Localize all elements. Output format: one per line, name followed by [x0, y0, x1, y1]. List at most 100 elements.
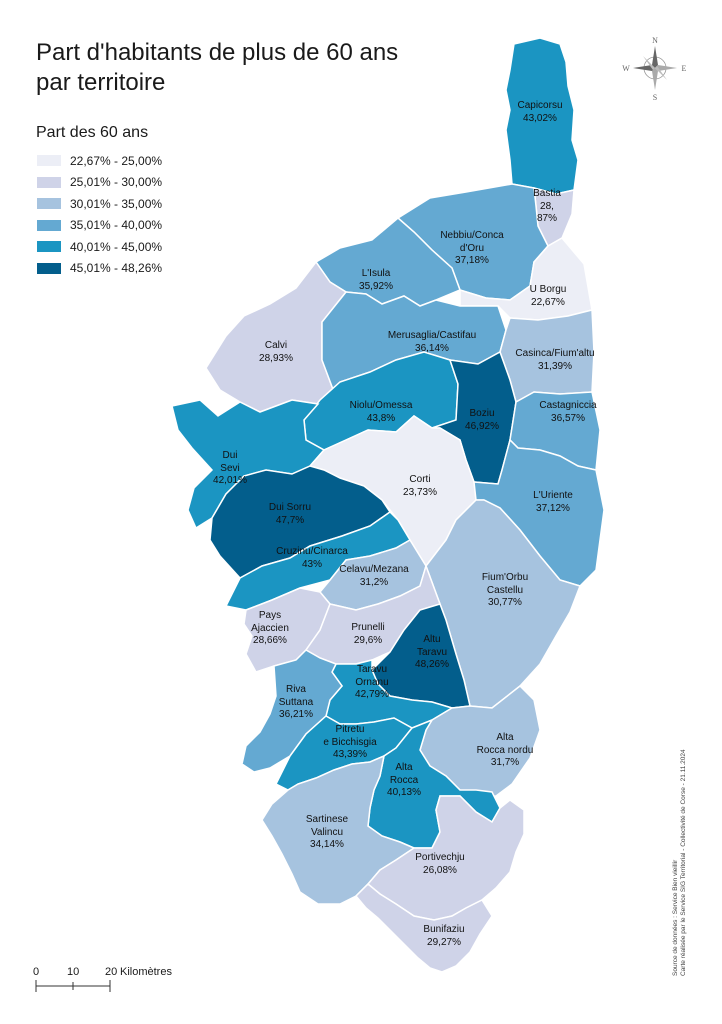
source-line1: Source de données : Service Bien vieilli…: [672, 859, 679, 976]
territory-name: Capicorsu: [517, 100, 563, 111]
territory-value: 29,27%: [427, 936, 461, 948]
territory-value: 40,13%: [387, 787, 421, 798]
territory-name: Dui Sorru: [268, 502, 312, 513]
territory-value: 35,92%: [359, 280, 393, 292]
territory-label: Taravu Ornanu 42,79%: [355, 664, 389, 702]
territory-name: e Bicchisgia: [323, 736, 377, 748]
territory-name: Celavu/Mezana: [339, 564, 409, 575]
territory-name: L'Uriente: [533, 490, 573, 501]
territory-label: Portivechju 26,08%: [415, 852, 464, 877]
territory-name: Bunifaziu: [423, 924, 465, 935]
territory-name: Alta: [496, 732, 514, 743]
map-title-line1: Part d'habitants de plus de 60 ans: [36, 39, 399, 66]
territory-name: Pays: [258, 610, 282, 621]
territory-value: 28,93%: [259, 352, 293, 364]
legend: Part des 60 ans 22,67% - 25,00% 25,01% - …: [36, 124, 162, 279]
territory-value: 31,7%: [490, 757, 520, 768]
territory-value: 31,2%: [359, 576, 389, 588]
territory-value: 47,7%: [275, 514, 305, 526]
territory-name: Altu: [423, 634, 441, 645]
territory-value: 48,26%: [415, 659, 449, 670]
territory-name: Portivechju: [415, 852, 465, 863]
territory-value: 29,6%: [353, 634, 383, 646]
territory-label: Prunelli 29,6%: [351, 622, 384, 647]
territory-label: Dui Sorru 47,7%: [269, 502, 311, 527]
territory-value: 36,14%: [415, 342, 449, 354]
territory-name: Prunelli: [351, 622, 385, 633]
territory-label: Castagniccia 36,57%: [539, 400, 596, 425]
map-title: Part d'habitants de plus de 60 ans par t…: [36, 38, 398, 98]
territory-name: Alta: [395, 762, 413, 773]
source-note: Source de données : Service Bien vieilli…: [672, 749, 688, 976]
territory-name: Calvi: [264, 340, 288, 351]
territory-name: Fium'Orbu: [481, 572, 529, 583]
territory-label: Pitretu e Bicchisgia 43,39%: [323, 724, 376, 762]
territory-label: Niolu/Omessa 43,8%: [350, 400, 413, 425]
territory-value: 28,: [540, 200, 554, 212]
territory-name: Castagniccia: [539, 400, 597, 411]
territory-label: Pays Ajaccien 28,66%: [251, 610, 289, 648]
map-title-line2: par territoire: [36, 69, 166, 96]
legend-item: 35,01% - 40,00%: [36, 215, 162, 237]
territory-label: Alta Rocca nordu 31,7%: [477, 732, 534, 770]
territory-name: Suttana: [278, 696, 314, 708]
legend-title: Part des 60 ans: [36, 124, 149, 141]
territory-value: 37,18%: [455, 255, 489, 266]
territory-label: Altu Taravu 48,26%: [415, 634, 449, 672]
territory-name: Dui: [222, 450, 238, 461]
territory-value: 87%: [536, 213, 558, 224]
territory-label: Capicorsu 43,02%: [517, 100, 562, 125]
territory-label: Merusaglia/Castifau 36,14%: [388, 330, 476, 355]
territory-name: Ornanu: [355, 676, 389, 688]
scale-unit: Kilomètres: [120, 966, 172, 978]
territory-label: Bastia 28, 87%: [533, 188, 561, 226]
territory-label: Corti 23,73%: [403, 474, 437, 499]
source-line2: Carte réalisée par le Service SIG Territ…: [680, 749, 687, 976]
legend-label: 30,01% - 35,00%: [70, 196, 163, 211]
territory-label: Cruzinu/Cinarca 43%: [276, 546, 348, 571]
legend-label: 25,01% - 30,00%: [70, 175, 163, 190]
scale-tick-10: 10: [67, 966, 80, 978]
territory-label: Bunifaziu 29,27%: [423, 924, 464, 949]
territory-name: Nebbiu/Conca: [440, 230, 504, 241]
territory-name: Casinca/Fium'altu: [515, 348, 595, 359]
territory-name: Boziu: [469, 408, 495, 419]
territory-value: 31,39%: [538, 360, 572, 372]
legend-swatch: [36, 218, 62, 232]
territory-value: 30,77%: [488, 597, 522, 608]
compass-rose: N S E W: [622, 36, 686, 102]
compass-w: W: [622, 64, 630, 73]
compass-e: E: [682, 64, 687, 73]
scale-tick-20: 20: [105, 966, 118, 978]
legend-swatch: [36, 154, 62, 168]
territory-name: d'Oru: [459, 242, 485, 254]
territory-name: Taravu: [356, 664, 388, 675]
scale-bar: [35, 980, 111, 992]
legend-label: 35,01% - 40,00%: [70, 218, 163, 233]
territory-label: Alta Rocca 40,13%: [387, 762, 421, 800]
compass-n: N: [652, 36, 658, 45]
territory-name: Sevi: [220, 462, 240, 474]
legend-rows: 22,67% - 25,00% 25,01% - 30,00% 30,01% - 3…: [36, 150, 162, 279]
territory-value: 43,39%: [333, 749, 367, 760]
territory-label: Boziu 46,92%: [465, 408, 499, 433]
territory-value: 46,92%: [465, 420, 499, 432]
legend-swatch: [36, 240, 62, 254]
territory-label: Nebbiu/Conca d'Oru 37,18%: [440, 230, 503, 268]
scale-tick-0: 0: [33, 966, 40, 978]
territory-value: 43%: [301, 558, 323, 570]
territory-name: Rocca: [389, 774, 419, 786]
legend-label: 22,67% - 25,00%: [70, 153, 163, 168]
legend-label: 40,01% - 45,00%: [70, 239, 163, 254]
territory-value: 43,8%: [366, 412, 396, 424]
territory-name: Cruzinu/Cinarca: [276, 546, 348, 557]
compass-s: S: [653, 93, 657, 102]
legend-label: 45,01% - 48,26%: [70, 261, 163, 276]
legend-item: 30,01% - 35,00%: [36, 193, 162, 215]
territory-name: Corti: [409, 474, 431, 485]
legend-swatch: [36, 197, 62, 211]
territory-regions: [171, 37, 605, 973]
territory-name: U Borgu: [529, 284, 567, 295]
territory-label: U Borgu 22,67%: [530, 284, 567, 309]
